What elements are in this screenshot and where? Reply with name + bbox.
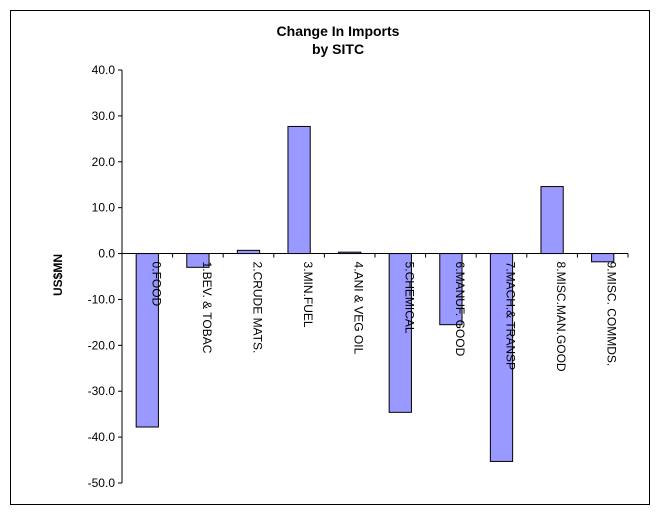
category-label: 5.CHEMICAL — [402, 262, 416, 334]
category-label: 3.MIN.FUEL — [301, 262, 315, 328]
bar — [540, 186, 564, 255]
y-tick-label: -30.0 — [88, 384, 116, 398]
bar — [338, 251, 362, 255]
chart-frame — [10, 10, 650, 505]
bar — [439, 253, 463, 326]
bar — [236, 249, 261, 255]
category-label: 0.FOOD — [149, 262, 163, 307]
bar — [489, 253, 514, 462]
y-tick-label: -10.0 — [88, 292, 116, 306]
y-tick-label: 30.0 — [92, 109, 116, 123]
y-tick-label: -40.0 — [88, 430, 116, 444]
chart-title-line-2: by SITC — [312, 41, 364, 57]
category-label: 7.MACH.& TRANSP — [504, 262, 518, 370]
category-labels: 0.FOOD 1.BEV. & TOBAC 2.CRUDE MATS. 3.MIN.F… — [149, 262, 618, 372]
bar — [388, 253, 412, 413]
y-tick-label: -50.0 — [88, 476, 116, 490]
bar — [186, 253, 210, 268]
y-tick-label: -20.0 — [88, 338, 116, 352]
category-label: 1.BEV. & TOBAC — [200, 262, 214, 354]
category-label: 9.MISC. COMMDS. — [605, 262, 619, 367]
category-label: 2.CRUDE MATS. — [251, 262, 265, 354]
bars — [135, 125, 615, 462]
category-label: 4.ANI & VEG OIL — [352, 262, 366, 355]
bar — [135, 253, 159, 428]
y-tick-label: 20.0 — [92, 155, 116, 169]
category-label: 8.MISC.MAN.GOOD — [554, 262, 568, 372]
category-label: 6.MANUF. GOOD — [453, 262, 467, 357]
y-axis-label: US$MN — [51, 254, 65, 296]
bar — [287, 125, 311, 255]
y-tick-label: 0.0 — [98, 247, 115, 261]
bar — [591, 253, 615, 263]
y-tick-label: 10.0 — [92, 201, 116, 215]
y-tick-label: 40.0 — [92, 63, 116, 77]
chart-title-line-1: Change In Imports — [277, 23, 400, 39]
